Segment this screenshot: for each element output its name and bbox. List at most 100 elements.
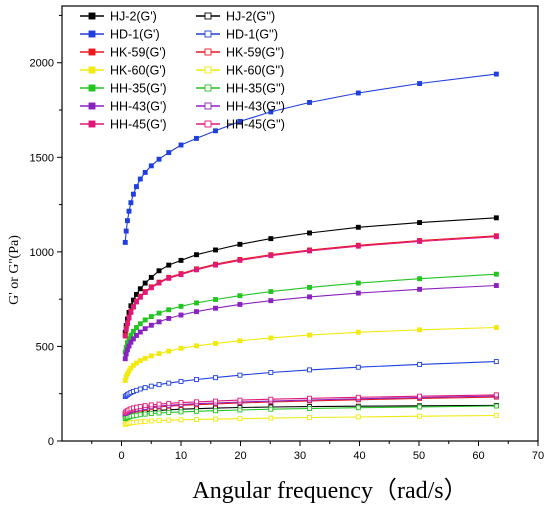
legend-item: HH-45(G') [80,118,167,132]
data-point [148,285,154,291]
data-point [268,289,274,295]
data-point [148,383,154,389]
legend-label: HH-35(G') [110,82,167,96]
data-point [156,280,162,286]
legend-label: HK-60(G') [110,64,166,78]
series-group [122,413,499,427]
legend-label: HH-45(G') [110,118,167,132]
series-group [122,234,499,339]
data-point [355,224,361,230]
data-point [166,400,172,406]
data-point [204,102,212,110]
legend-label: HH-43(G') [110,100,167,114]
data-point [307,230,312,236]
data-point [237,338,243,344]
series-group [122,392,499,416]
plot-area [122,71,499,427]
data-point [133,325,139,330]
data-point [142,317,148,323]
data-point [493,271,499,277]
data-point [148,314,154,320]
data-point [137,386,143,392]
data-point [178,142,184,148]
data-point [194,252,199,258]
data-point [137,321,143,327]
legend-label: HH-43(G'') [226,100,285,114]
data-point [166,307,172,313]
data-point [128,365,134,371]
x-tick-label: 40 [353,450,365,462]
data-point [194,416,199,422]
data-point [204,12,212,20]
series-group [122,325,499,383]
data-point [204,84,212,92]
data-point [156,382,162,388]
data-point [142,403,148,409]
legend-label: HK-59(G') [110,46,166,60]
data-point [137,294,143,300]
data-point [156,351,162,357]
data-point [156,156,162,162]
data-point [417,286,423,292]
data-point [142,411,148,417]
data-point [156,268,162,274]
data-point [355,280,361,286]
data-point [178,409,184,415]
legend-item: HD-1(G') [80,28,160,42]
data-point [268,406,274,412]
data-point [237,397,243,403]
x-tick-label: 10 [175,450,187,462]
data-point [142,280,148,286]
x-tick-label: 30 [294,450,306,462]
data-point [355,394,361,400]
data-point [268,415,274,421]
data-point [88,12,96,20]
legend-label: HH-45(G'') [226,118,285,132]
legend-item: HJ-2(G') [80,10,157,24]
series-group [122,71,499,245]
data-point [307,367,312,373]
data-point [137,412,143,418]
data-point [178,303,184,309]
data-point [156,319,162,325]
legend-label: HH-35(G'') [226,82,285,96]
data-point [133,419,139,425]
data-point [237,301,243,307]
data-point [133,387,139,393]
legend-label: HD-1(G') [110,28,160,42]
data-point [156,401,162,407]
data-point [493,234,499,240]
legend-item: HJ-2(G'') [196,10,275,24]
data-point [166,348,172,354]
data-point [133,299,139,305]
data-point [88,48,96,56]
data-point [237,293,243,299]
legend-item: HH-35(G'') [196,82,285,96]
legend-label: HK-60(G'') [226,64,284,78]
x-tick-label: 70 [532,450,544,462]
data-point [268,396,274,402]
data-point [493,392,499,398]
data-point [122,239,128,245]
data-point [493,325,499,330]
data-point [137,329,143,335]
data-point [355,290,361,296]
data-point [194,399,199,405]
data-point [194,377,199,382]
data-point [213,305,218,311]
x-tick-label: 0 [118,450,124,462]
x-tick-label: 50 [413,450,425,462]
data-point [493,215,499,221]
data-point [268,370,274,375]
data-point [355,243,361,249]
y-tick-label: 500 [36,341,54,353]
data-point [133,184,139,190]
data-point [88,66,96,74]
data-point [148,411,154,417]
data-point [148,163,154,169]
data-point [166,409,172,415]
data-point [307,248,312,254]
legend-item: HK-59(G'') [196,46,284,60]
data-point [307,294,312,300]
data-point [88,30,96,38]
